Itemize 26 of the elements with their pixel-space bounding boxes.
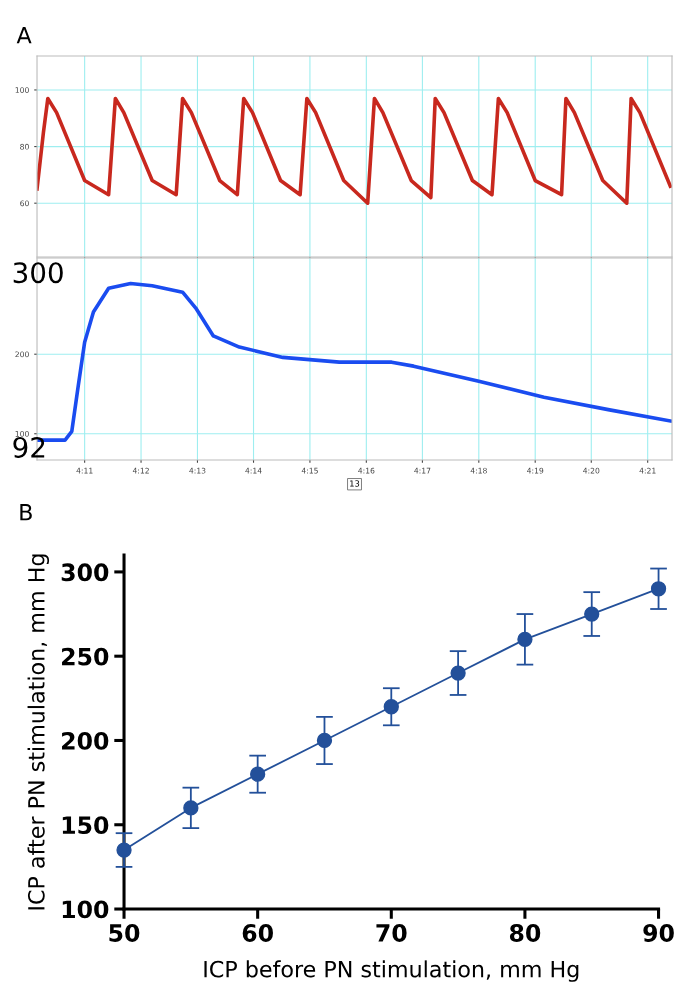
annotation: 92 xyxy=(13,436,45,458)
point xyxy=(250,766,266,782)
x-tick-label: 70 xyxy=(376,924,407,942)
text: 13 xyxy=(350,480,360,487)
y-axis-title: ICP after PN stimulation, mm Hg xyxy=(27,554,50,910)
y-tick-label: 150 xyxy=(62,816,109,835)
x-tick-label: 50 xyxy=(109,924,140,942)
x-tick-label: 60 xyxy=(242,924,273,942)
line-series xyxy=(37,96,672,205)
point xyxy=(650,581,667,597)
point xyxy=(450,665,466,681)
y-tick-label: 100 xyxy=(62,900,109,919)
chart-title: B xyxy=(20,504,32,521)
y-tick-label: 200 xyxy=(62,731,109,750)
point xyxy=(116,842,132,858)
y-tick-label: 250 xyxy=(62,647,109,666)
point xyxy=(383,699,399,715)
point xyxy=(517,631,533,647)
y-tick-label: 300 xyxy=(61,563,109,582)
x-tick-label: 80 xyxy=(509,924,541,942)
point xyxy=(316,732,333,749)
point xyxy=(584,606,600,622)
x-axis-title: ICP before PN stimulation, mm Hg xyxy=(204,960,579,982)
chart-title: A xyxy=(16,27,32,44)
point xyxy=(183,800,199,816)
x-tick-label: 90 xyxy=(643,924,674,942)
